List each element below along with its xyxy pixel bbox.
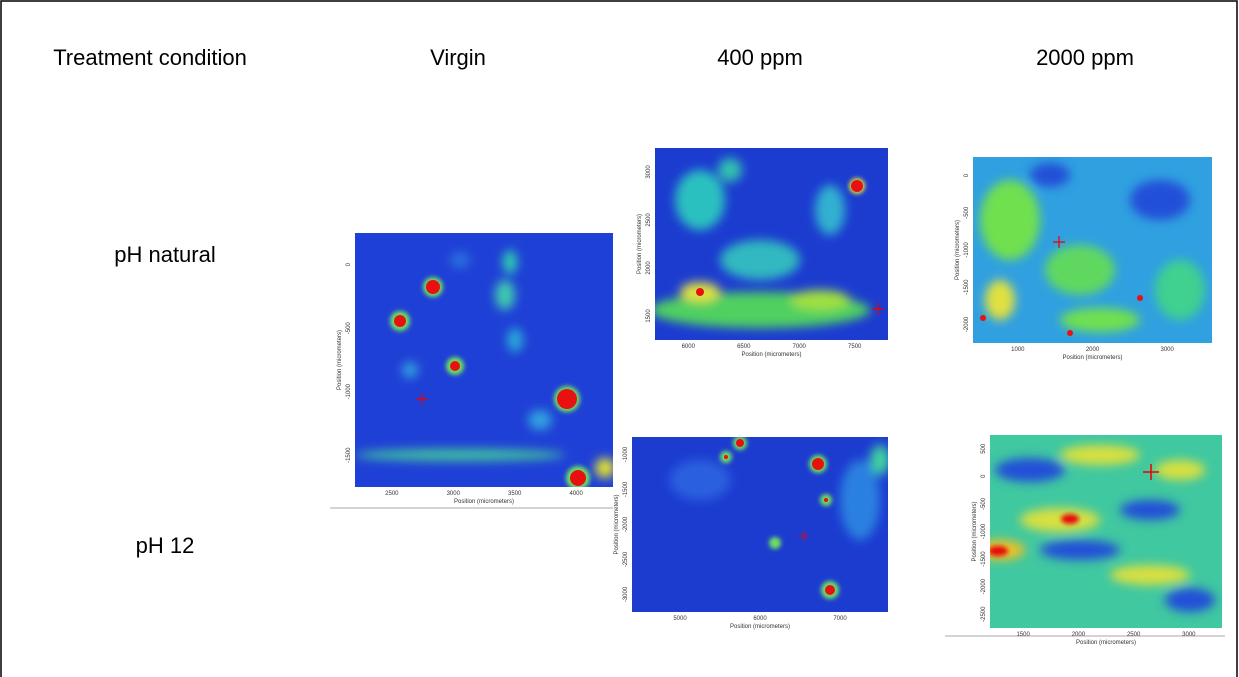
x-tick-label: 7500: [848, 344, 862, 350]
x-tick-label: 3500: [508, 491, 522, 497]
column-header: 400 ppm: [717, 45, 803, 70]
y-tick-label: -500: [964, 206, 970, 219]
x-tick-label: 5000: [673, 616, 687, 622]
y-axis-label: Position (micrometers): [637, 214, 643, 274]
x-axis-label: Position (micrometers): [730, 624, 790, 630]
x-tick-label: 2500: [385, 491, 399, 497]
x-tick-label: 1500: [1016, 632, 1030, 638]
x-axis-label: Position (micrometers): [454, 499, 514, 505]
y-tick-label: -500: [346, 322, 352, 335]
x-tick-label: 3000: [1161, 347, 1175, 353]
y-tick-label: 0: [964, 173, 970, 177]
x-tick-label: 3000: [1182, 632, 1196, 638]
y-tick-label: -2000: [623, 516, 629, 532]
x-tick-label: 2000: [1086, 347, 1100, 353]
x-tick-label: 6500: [737, 344, 751, 350]
y-tick-label: -2000: [964, 316, 970, 332]
y-tick-label: -2000: [981, 578, 987, 594]
y-axis-label: Position (micrometers): [955, 220, 961, 280]
y-tick-label: -1000: [964, 242, 970, 258]
heatmap: [632, 437, 888, 612]
y-tick-label: 2500: [646, 213, 652, 227]
heatmap: [355, 233, 613, 487]
x-tick-label: 2500: [1127, 632, 1141, 638]
x-tick-label: 7000: [793, 344, 807, 350]
y-tick-label: 0: [981, 474, 987, 478]
heatmap: [973, 157, 1212, 343]
y-tick-label: -500: [981, 497, 987, 510]
y-tick-label: -1500: [964, 279, 970, 295]
y-tick-label: 3000: [646, 165, 652, 179]
y-tick-label: -1500: [623, 481, 629, 497]
column-header: 2000 ppm: [1036, 45, 1134, 70]
heatmap: [655, 148, 888, 340]
column-header: Treatment condition: [53, 45, 247, 70]
x-tick-label: 1000: [1011, 347, 1025, 353]
column-header: Virgin: [430, 45, 486, 70]
y-axis-label: Position (micrometers): [972, 501, 978, 561]
y-tick-label: -2500: [981, 606, 987, 622]
y-tick-label: 500: [981, 443, 987, 454]
y-tick-label: 0: [346, 262, 352, 266]
y-tick-label: -2500: [623, 551, 629, 567]
y-tick-label: -1000: [623, 446, 629, 462]
y-tick-label: -1500: [981, 551, 987, 567]
y-tick-label: 1500: [646, 309, 652, 323]
x-axis-label: Position (micrometers): [1076, 640, 1136, 646]
x-tick-label: 3000: [447, 491, 461, 497]
x-tick-label: 6000: [682, 344, 696, 350]
y-tick-label: -1000: [981, 523, 987, 539]
y-tick-label: -3000: [623, 586, 629, 602]
row-label: pH 12: [136, 533, 195, 558]
y-axis-label: Position (micrometers): [337, 330, 343, 390]
y-tick-label: -1500: [346, 447, 352, 463]
row-label: pH natural: [114, 242, 216, 267]
x-tick-label: 7000: [833, 616, 847, 622]
x-tick-label: 4000: [569, 491, 583, 497]
y-tick-label: 2000: [646, 261, 652, 275]
x-tick-label: 2000: [1072, 632, 1086, 638]
heatmap: [990, 435, 1222, 628]
x-axis-label: Position (micrometers): [741, 352, 801, 358]
y-axis-label: Position (micrometers): [614, 494, 620, 554]
x-axis-label: Position (micrometers): [1062, 355, 1122, 361]
x-tick-label: 6000: [753, 616, 767, 622]
y-tick-label: -1000: [346, 383, 352, 399]
